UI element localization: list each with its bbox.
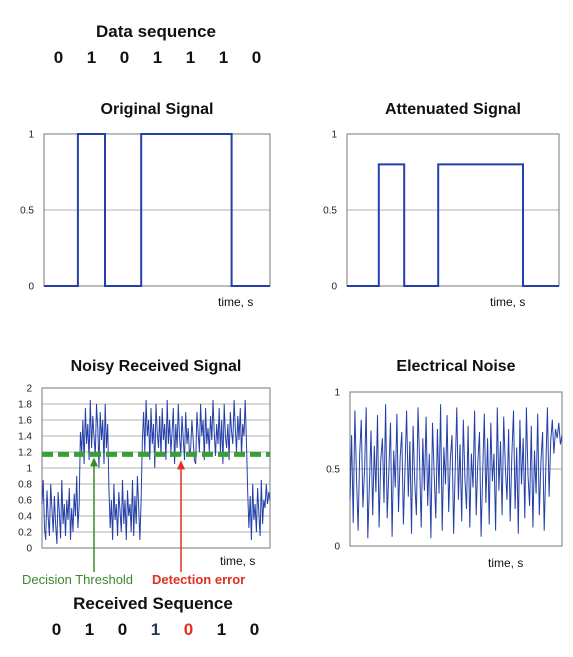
y-tick-label: 0 — [28, 282, 34, 293]
y-tick-label: 0.4 — [18, 512, 32, 523]
bit-error: 0 — [183, 620, 194, 639]
y-tick-label: 1 — [331, 130, 337, 141]
bit: 1 — [150, 620, 161, 639]
bit: 1 — [84, 620, 95, 639]
y-tick-label: 1 — [334, 388, 340, 399]
y-tick-label: 0.6 — [18, 496, 32, 507]
bit: 1 — [152, 48, 163, 67]
chart-attenuated-signal: Attenuated Signal 0 0.5 1 time, s — [290, 92, 573, 317]
plot-frame — [346, 133, 560, 287]
series-line — [347, 163, 559, 287]
series-line — [349, 404, 563, 539]
data-sequence-title: Data sequence — [96, 22, 216, 41]
y-tick-label: 0 — [334, 542, 340, 553]
y-tick-label: 0.8 — [18, 480, 32, 491]
bit: 0 — [249, 620, 260, 639]
chart-title: Electrical Noise — [396, 358, 515, 375]
received-sequence-bits: 0 1 0 1 0 1 0 — [40, 620, 271, 640]
bit: 1 — [86, 48, 97, 67]
threshold-arrowhead — [90, 457, 98, 467]
bit: 0 — [51, 620, 62, 639]
bit: 0 — [119, 48, 130, 67]
plot-frame — [349, 391, 563, 547]
y-tick-label: 0 — [331, 282, 337, 293]
x-axis-label: time, s — [488, 556, 523, 570]
decision-threshold-label: Decision Threshold — [22, 572, 134, 587]
y-tick-label: 1 — [26, 464, 32, 475]
y-tick-label: 0.5 — [323, 206, 337, 217]
series-line — [41, 399, 271, 545]
chart-title: Attenuated Signal — [385, 101, 521, 118]
x-axis-label: time, s — [220, 554, 255, 568]
attenuated-signal-svg: Attenuated Signal 0 0.5 1 time, s — [323, 101, 560, 309]
plot-frame — [41, 387, 271, 549]
x-axis-label: time, s — [490, 295, 525, 309]
bit: 0 — [53, 48, 64, 67]
detection-error-label: Detection error — [152, 572, 246, 587]
series-line — [44, 133, 270, 287]
chart-original-signal: Original Signal 0 0.5 1 time, s — [0, 92, 290, 317]
chart-title: Original Signal — [101, 101, 214, 118]
bit: 1 — [185, 48, 196, 67]
error-arrowhead — [177, 460, 185, 470]
chart-electrical-noise: Electrical Noise 0 0.5 1 time, s — [290, 350, 573, 580]
data-sequence-bits: 0 1 0 1 1 1 0 — [42, 48, 273, 68]
y-tick-label: 0.5 — [20, 206, 34, 217]
bit: 0 — [251, 48, 262, 67]
chart-title: Noisy Received Signal — [71, 358, 242, 375]
electrical-noise-svg: Electrical Noise 0 0.5 1 time, s — [326, 358, 563, 570]
y-tick-label: 2 — [26, 384, 32, 395]
y-tick-label: 0.2 — [18, 528, 32, 539]
bit: 1 — [218, 48, 229, 67]
y-tick-label: 1.8 — [18, 400, 32, 411]
received-sequence-title: Received Sequence — [73, 594, 233, 613]
y-tick-label: 1.6 — [18, 416, 32, 427]
y-tick-label: 1.2 — [18, 448, 32, 459]
chart-noisy-received-signal: Noisy Received Signal 0 0.2 0.4 0.6 0.8 1 1.2 1.… — [0, 350, 290, 580]
y-tick-label: 1.4 — [18, 432, 32, 443]
bit: 0 — [117, 620, 128, 639]
x-axis-label: time, s — [218, 295, 253, 309]
bit: 1 — [216, 620, 227, 639]
original-signal-svg: Original Signal 0 0.5 1 time, s — [20, 101, 271, 309]
noisy-received-signal-svg: Noisy Received Signal 0 0.2 0.4 0.6 0.8 1 1.2 1.… — [18, 358, 271, 572]
y-tick-label: 0 — [26, 544, 32, 555]
y-tick-label: 0.5 — [326, 465, 340, 476]
y-tick-label: 1 — [28, 130, 34, 141]
